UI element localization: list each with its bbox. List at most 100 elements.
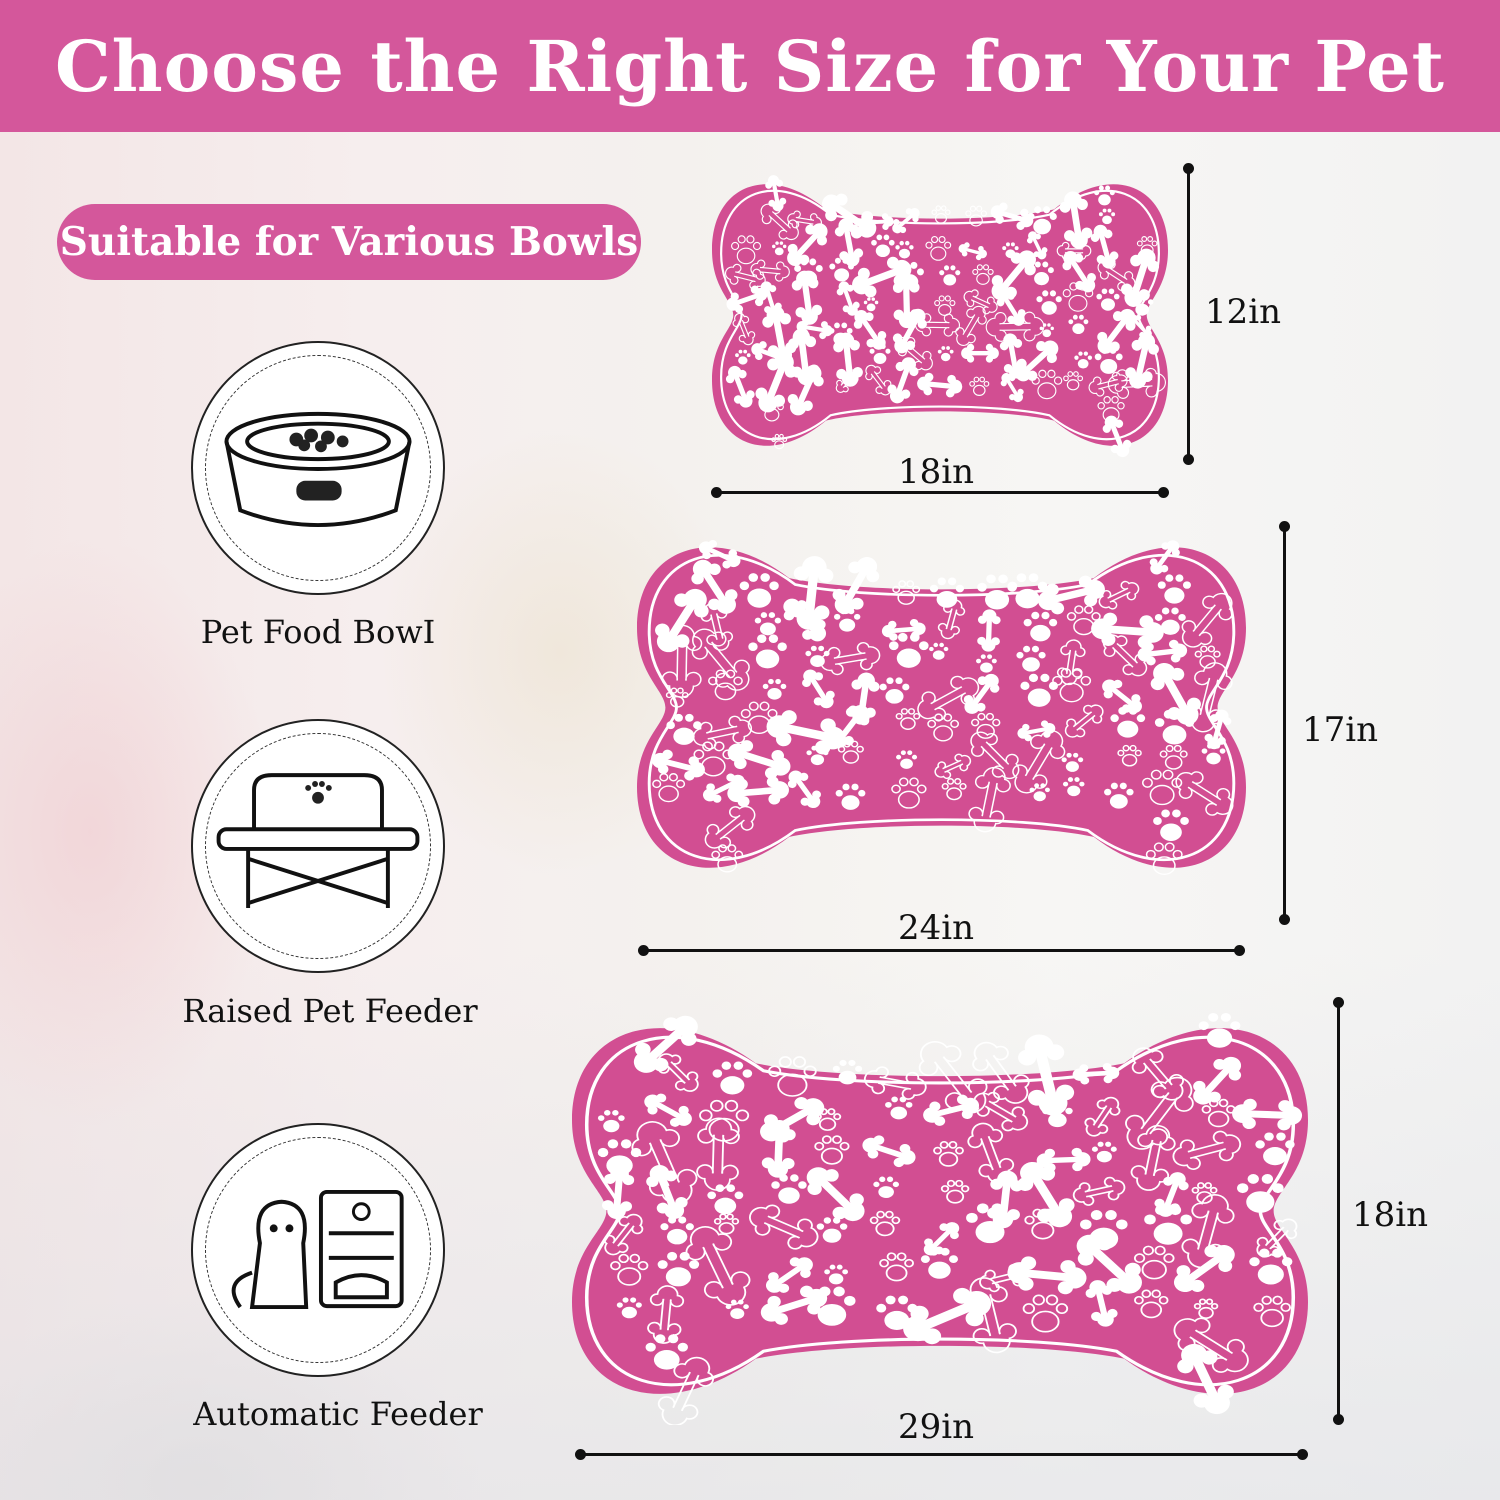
paw-pattern	[829, 257, 854, 282]
paw-pattern	[1036, 290, 1062, 315]
bone-pattern	[996, 289, 1026, 326]
paw-pattern	[1063, 371, 1084, 391]
bone-pattern	[749, 1204, 819, 1250]
paw-pattern	[892, 580, 921, 605]
bone-pattern	[696, 1117, 740, 1191]
paw-pattern	[707, 1184, 744, 1215]
bone-pattern	[1062, 251, 1096, 293]
bone-pattern	[1128, 314, 1152, 339]
bone-pattern	[761, 1120, 796, 1178]
paw-pattern	[813, 1108, 842, 1131]
bone-pattern	[961, 343, 999, 363]
paw-pattern	[835, 783, 866, 810]
bone-pattern	[685, 1226, 751, 1306]
paw-pattern	[754, 612, 782, 636]
paw-pattern	[888, 632, 929, 668]
paw-pattern	[879, 677, 910, 704]
header-banner: Choose the Right Size for Your Pet	[0, 0, 1500, 132]
paw-pattern	[929, 642, 949, 660]
bone-pattern	[633, 1015, 698, 1073]
paw-pattern	[1029, 261, 1054, 286]
bone-pattern	[835, 369, 860, 393]
bone-pattern	[973, 1091, 1029, 1132]
paw-pattern	[1194, 645, 1221, 669]
paw-pattern	[1094, 185, 1115, 206]
bone-pattern	[834, 218, 864, 267]
paw-pattern	[657, 1251, 700, 1287]
paw-pattern	[1020, 673, 1058, 707]
bone-pattern	[732, 312, 756, 346]
paw-pattern	[1201, 1098, 1236, 1128]
bone-pattern	[603, 1213, 644, 1256]
bone-pattern	[917, 372, 963, 398]
bone-pattern	[700, 602, 733, 651]
paw-pattern	[1022, 1294, 1069, 1333]
bone-pattern	[853, 310, 887, 350]
width-line	[575, 1449, 1308, 1460]
paw-pattern	[931, 205, 951, 224]
mat-small	[712, 162, 1168, 468]
bone-pattern	[955, 305, 987, 346]
paw-pattern	[1117, 744, 1142, 767]
paw-pattern	[937, 346, 954, 362]
paw-pattern	[814, 1135, 850, 1165]
paw-pattern	[1096, 288, 1120, 311]
paw-pattern	[645, 1334, 688, 1370]
paw-pattern	[1159, 744, 1188, 770]
paw-pattern	[1062, 777, 1085, 797]
paw-pattern	[1027, 206, 1057, 235]
paw-pattern	[1068, 314, 1089, 335]
paw-pattern	[739, 573, 779, 608]
bone-pattern	[1137, 639, 1188, 666]
automatic-feeder-icon	[191, 1123, 445, 1377]
bone-pattern	[726, 285, 768, 314]
bone-pattern	[985, 311, 1045, 342]
bone-pattern	[967, 1122, 1015, 1184]
bone-pattern	[1072, 1063, 1120, 1085]
paw-pattern	[833, 608, 861, 632]
paw-pattern	[1016, 645, 1046, 672]
paw-pattern	[1193, 1298, 1219, 1319]
paw-pattern	[1134, 1289, 1169, 1319]
raised-feeder-icon	[191, 719, 445, 973]
bone-pattern	[791, 270, 823, 325]
bone-pattern	[1107, 367, 1166, 399]
bone-pattern	[1076, 1234, 1142, 1294]
paw-pattern	[713, 1213, 740, 1235]
bone-pattern	[1017, 1162, 1075, 1228]
paw-pattern	[1133, 1245, 1175, 1280]
bone-pattern	[1017, 720, 1056, 742]
paw-pattern	[1094, 347, 1123, 374]
bone-pattern	[765, 1257, 813, 1293]
paw-pattern	[863, 297, 879, 312]
paw-pattern	[759, 398, 784, 422]
bone-pattern	[822, 193, 877, 239]
bone-pattern	[755, 352, 797, 413]
bone-pattern	[892, 207, 920, 234]
bone-pattern	[725, 263, 766, 290]
bone-pattern	[977, 609, 1001, 652]
bone-pattern	[963, 289, 998, 315]
paw-pattern	[1007, 573, 1048, 609]
bone-pattern	[692, 715, 753, 750]
bone-pattern	[787, 210, 822, 232]
bone-pattern	[1125, 333, 1159, 389]
bone-pattern	[914, 313, 961, 337]
paw-pattern	[1031, 369, 1063, 400]
paw-pattern	[941, 778, 967, 801]
paw-pattern	[1154, 607, 1186, 635]
bone-pattern	[1072, 1176, 1126, 1206]
paw-pattern	[1253, 1295, 1291, 1328]
bone-pattern	[830, 705, 870, 748]
bone-pattern	[1173, 1317, 1249, 1373]
bone-pattern	[923, 1094, 979, 1126]
bone-pattern	[1193, 1056, 1242, 1105]
paw-pattern	[1062, 282, 1094, 312]
paw-pattern	[1130, 294, 1154, 316]
bone-pattern	[703, 773, 745, 803]
paw-pattern	[652, 773, 686, 803]
paw-pattern	[871, 234, 895, 258]
bone-pattern	[1056, 639, 1086, 686]
bone-pattern	[1090, 224, 1119, 269]
bone-pattern	[903, 1287, 992, 1345]
